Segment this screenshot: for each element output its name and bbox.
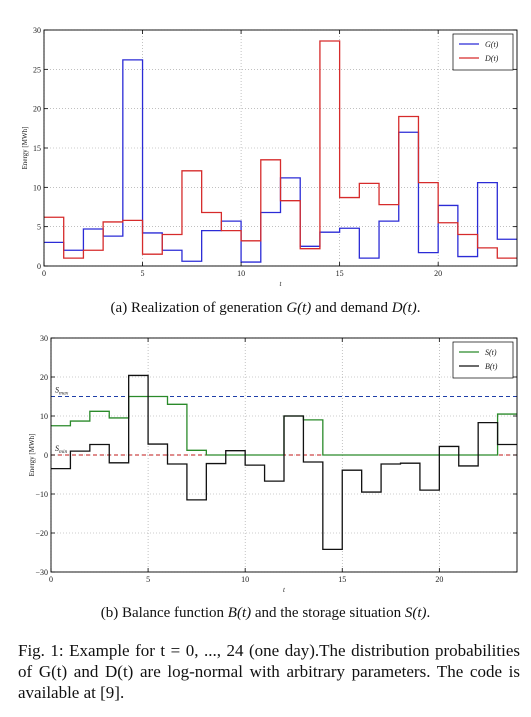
- y-axis-label: Energy [MWh]: [21, 127, 29, 170]
- annotation-label: Smin: [55, 444, 68, 455]
- ytick-label: 10: [40, 412, 48, 421]
- ytick-label: 30: [33, 26, 41, 35]
- xtick-label: 0: [49, 575, 53, 584]
- ytick-label: 0: [44, 451, 48, 460]
- ytick-label: 30: [40, 334, 48, 343]
- ytick-label: 0: [37, 262, 41, 271]
- y-axis-label: Energy [MWh]: [28, 434, 36, 477]
- xtick-label: 5: [146, 575, 150, 584]
- grid: [43, 29, 517, 267]
- ytick-label: 20: [33, 105, 41, 114]
- ytick-label: 20: [40, 373, 48, 382]
- annotation-label: Smax: [55, 386, 69, 397]
- xtick-label: 15: [338, 575, 346, 584]
- legend-label: S(t): [485, 348, 497, 357]
- series-line-st: [51, 395, 517, 456]
- caption-b: (b) Balance function B(t) and the storag…: [100, 605, 431, 621]
- series-line-bt: [51, 374, 517, 551]
- legend-box: [452, 341, 514, 379]
- x-axis-label: t: [280, 280, 283, 288]
- xtick-label: 20: [435, 575, 443, 584]
- ytick-label: 10: [33, 183, 41, 192]
- caption-a: (a) Realization of generation G(t) and d…: [110, 300, 421, 316]
- legend-label: D(t): [484, 54, 499, 63]
- legend-box: [452, 33, 514, 71]
- xtick-label: 20: [434, 269, 442, 278]
- ytick-label: −10: [35, 490, 48, 499]
- chart-b: Smax Smin −30 −20 −10 0 10 20 30 0 5 10 15 20 t Energy …: [28, 334, 518, 594]
- ytick-label: 5: [37, 223, 41, 232]
- legend-label: G(t): [485, 40, 499, 49]
- x-axis-label: t: [283, 586, 286, 594]
- xtick-label: 10: [237, 269, 245, 278]
- annotation-subscript: max: [59, 391, 69, 397]
- xtick-label: 0: [42, 269, 46, 278]
- ytick-label: 25: [33, 65, 41, 74]
- xtick-label: 5: [141, 269, 145, 278]
- annotation-subscript: min: [59, 449, 68, 455]
- ytick-label: −20: [35, 529, 48, 538]
- chart-a: 0 5 10 15 20 25 30 0 5 10 15 20 t Energy [MWh] G(t) D(t…: [21, 26, 518, 288]
- figure-caption: Fig. 1: Example for t = 0, ..., 24 (one …: [18, 641, 520, 702]
- xtick-label: 15: [336, 269, 344, 278]
- series-line-dt: [44, 40, 517, 259]
- xtick-label: 10: [241, 575, 249, 584]
- ytick-label: −30: [35, 568, 48, 577]
- legend-label: B(t): [485, 362, 498, 371]
- ytick-label: 15: [33, 144, 41, 153]
